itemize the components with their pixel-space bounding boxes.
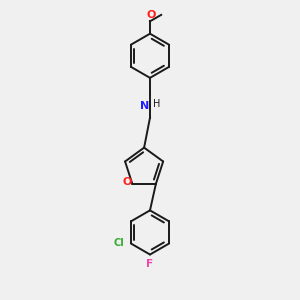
Text: O: O (146, 11, 156, 20)
Text: H: H (153, 99, 160, 110)
Text: Cl: Cl (114, 238, 124, 248)
Text: N: N (140, 101, 149, 111)
Text: F: F (146, 259, 154, 269)
Text: O: O (122, 177, 132, 188)
